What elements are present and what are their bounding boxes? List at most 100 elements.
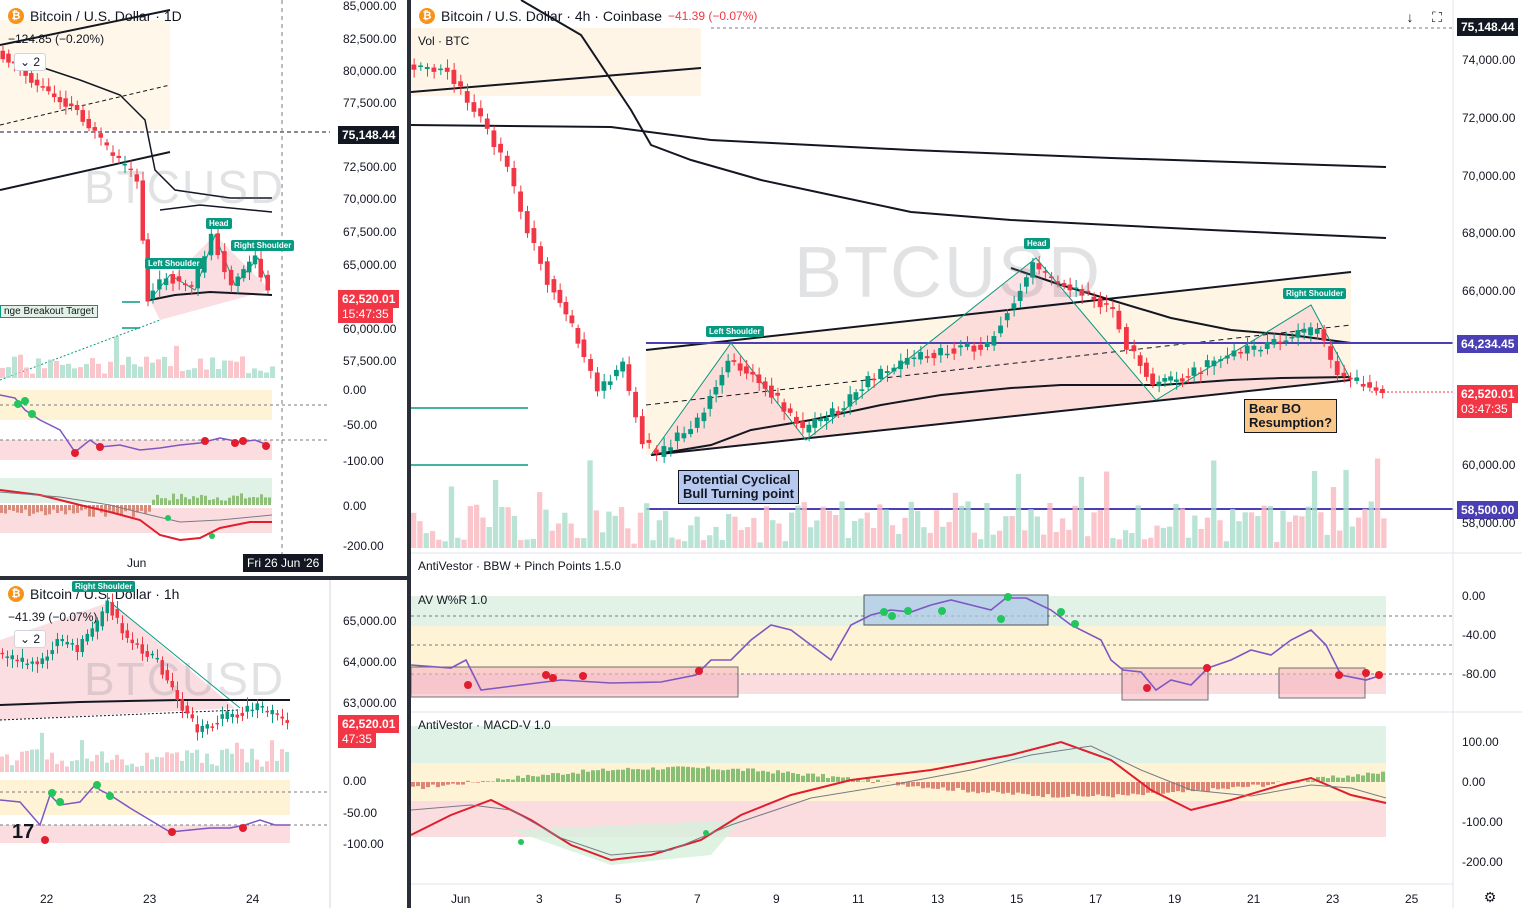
macd-histogram-bar	[581, 769, 585, 782]
wr-indicator-title[interactable]: AV W%R 1.0	[418, 593, 488, 607]
macd-indicator-title[interactable]: AntiVestor · MACD-V 1.0	[418, 718, 551, 732]
volume-bar	[889, 525, 896, 548]
candle	[1367, 382, 1373, 388]
macd-histogram-bar	[1246, 782, 1250, 787]
daily-indicator-toggle[interactable]: ⌄ 2	[14, 53, 47, 71]
arrow-down-icon[interactable]: ↓	[1406, 9, 1414, 25]
hourly-osc-axis-1: -50.00	[343, 806, 378, 820]
volume-bar	[1148, 537, 1154, 548]
volume-bar	[1047, 502, 1053, 548]
volume-bar	[612, 515, 618, 548]
macd-histogram-bar	[441, 782, 445, 786]
volume-bar	[852, 521, 858, 548]
candle	[170, 274, 175, 284]
chevron-down-icon: ⌄	[20, 55, 31, 69]
volume-bar	[110, 759, 114, 772]
candle	[170, 680, 174, 688]
volume-bar	[448, 486, 455, 548]
volume-bar	[1041, 534, 1047, 548]
macd-histogram-bar	[1211, 782, 1215, 789]
macd-histogram-bar	[746, 768, 750, 782]
main-volume-bars	[411, 458, 1387, 548]
daily-price-axis-label: 67,500.00	[343, 225, 397, 239]
candle	[991, 336, 997, 346]
volume-bar	[162, 356, 167, 378]
candle	[878, 368, 883, 380]
macd-histogram-bar	[1071, 782, 1075, 795]
candle	[531, 228, 537, 243]
volume-bar	[10, 765, 14, 772]
pane-divider-horizontal[interactable]	[0, 576, 407, 580]
macd-axis-0: 100.00	[1462, 735, 1499, 749]
candle	[1079, 289, 1085, 296]
volume-bar	[1318, 512, 1324, 548]
main-time-axis-label: 15	[1010, 892, 1024, 906]
macd-histogram-bar	[841, 777, 845, 782]
candle	[904, 357, 910, 365]
volume-bar	[1110, 538, 1116, 548]
note-cyclical-turning-point[interactable]: Potential Cyclical Bull Turning point	[678, 470, 799, 504]
macd-histogram-bar	[736, 768, 740, 782]
tradingview-logo-icon[interactable]: 17	[12, 821, 35, 843]
candle	[688, 429, 693, 435]
macd-histogram-bar	[156, 494, 159, 505]
bbw-indicator-title[interactable]: AntiVestor · BBW + Pinch Points 1.5.0	[418, 559, 622, 573]
pane-divider-vertical[interactable]	[407, 0, 411, 908]
candle	[978, 344, 983, 350]
volume-bar	[996, 530, 1003, 548]
main-chart-pane[interactable]: ₿ Bitcoin / U.S. Dollar · 4h · Coinbase …	[411, 0, 1522, 908]
volume-bar	[921, 527, 927, 548]
macd-histogram-bar	[228, 497, 231, 505]
daily-chart-pane[interactable]: ₿ Bitcoin / U.S. Dollar · 1D −124.85 (−0…	[0, 0, 407, 576]
macd-histogram-bar	[1166, 782, 1170, 793]
volume-bar	[174, 345, 179, 378]
candle	[205, 724, 209, 729]
volume-bar	[549, 530, 555, 548]
settings-icon[interactable]: ⚙	[1483, 888, 1497, 905]
macd-histogram-bar	[1326, 778, 1330, 782]
volume-bar	[80, 740, 84, 772]
candle	[180, 699, 184, 711]
volume-bar	[1274, 542, 1280, 548]
macd-histogram-bar	[1186, 782, 1190, 791]
macd-histogram-bar	[571, 772, 575, 782]
daily-chart-svg[interactable]	[0, 0, 407, 576]
candle	[210, 726, 214, 728]
candle	[157, 279, 162, 290]
hourly-indicator-toggle[interactable]: ⌄ 2	[14, 630, 47, 648]
candle	[931, 352, 937, 359]
candle	[737, 363, 743, 371]
main-price-axis-6: 58,000.00	[1462, 516, 1516, 530]
candle	[86, 118, 91, 129]
macd-histogram-bar	[986, 782, 990, 793]
main-header: ₿ Bitcoin / U.S. Dollar · 4h · Coinbase …	[419, 8, 757, 24]
candle	[1124, 327, 1129, 350]
volume-bar	[593, 510, 599, 548]
volume-bar	[90, 761, 94, 772]
volume-bar	[75, 760, 79, 772]
macd-histogram-bar	[1371, 773, 1375, 782]
macd-histogram-bar	[168, 500, 171, 505]
macd-histogram-bar	[1251, 782, 1255, 785]
volume-bar	[839, 501, 845, 548]
macd-histogram-bar	[220, 500, 223, 505]
wr-signal-dot	[542, 671, 550, 679]
candle	[176, 276, 182, 282]
hourly-chart-svg[interactable]	[0, 580, 407, 908]
candle	[1380, 388, 1385, 394]
main-chart-svg[interactable]	[411, 0, 1522, 908]
candle	[258, 258, 263, 278]
volume-bar	[1211, 460, 1217, 548]
volume-bar	[707, 535, 713, 548]
macd-histogram-bar	[451, 782, 455, 784]
candle	[155, 657, 159, 660]
macd-histogram-bar	[48, 505, 51, 515]
candle	[63, 98, 68, 107]
fullscreen-icon[interactable]: ⛶	[1432, 8, 1442, 25]
hourly-chart-pane[interactable]: ₿ Bitcoin / U.S. Dollar · 1h −41.39 (−0.…	[0, 580, 407, 908]
macd-histogram-bar	[521, 777, 525, 782]
candle	[781, 402, 787, 412]
volume-bar	[215, 765, 219, 772]
note-bear-bo-resumption[interactable]: Bear BO Resumption?	[1244, 399, 1338, 433]
volume-bar	[50, 752, 54, 772]
